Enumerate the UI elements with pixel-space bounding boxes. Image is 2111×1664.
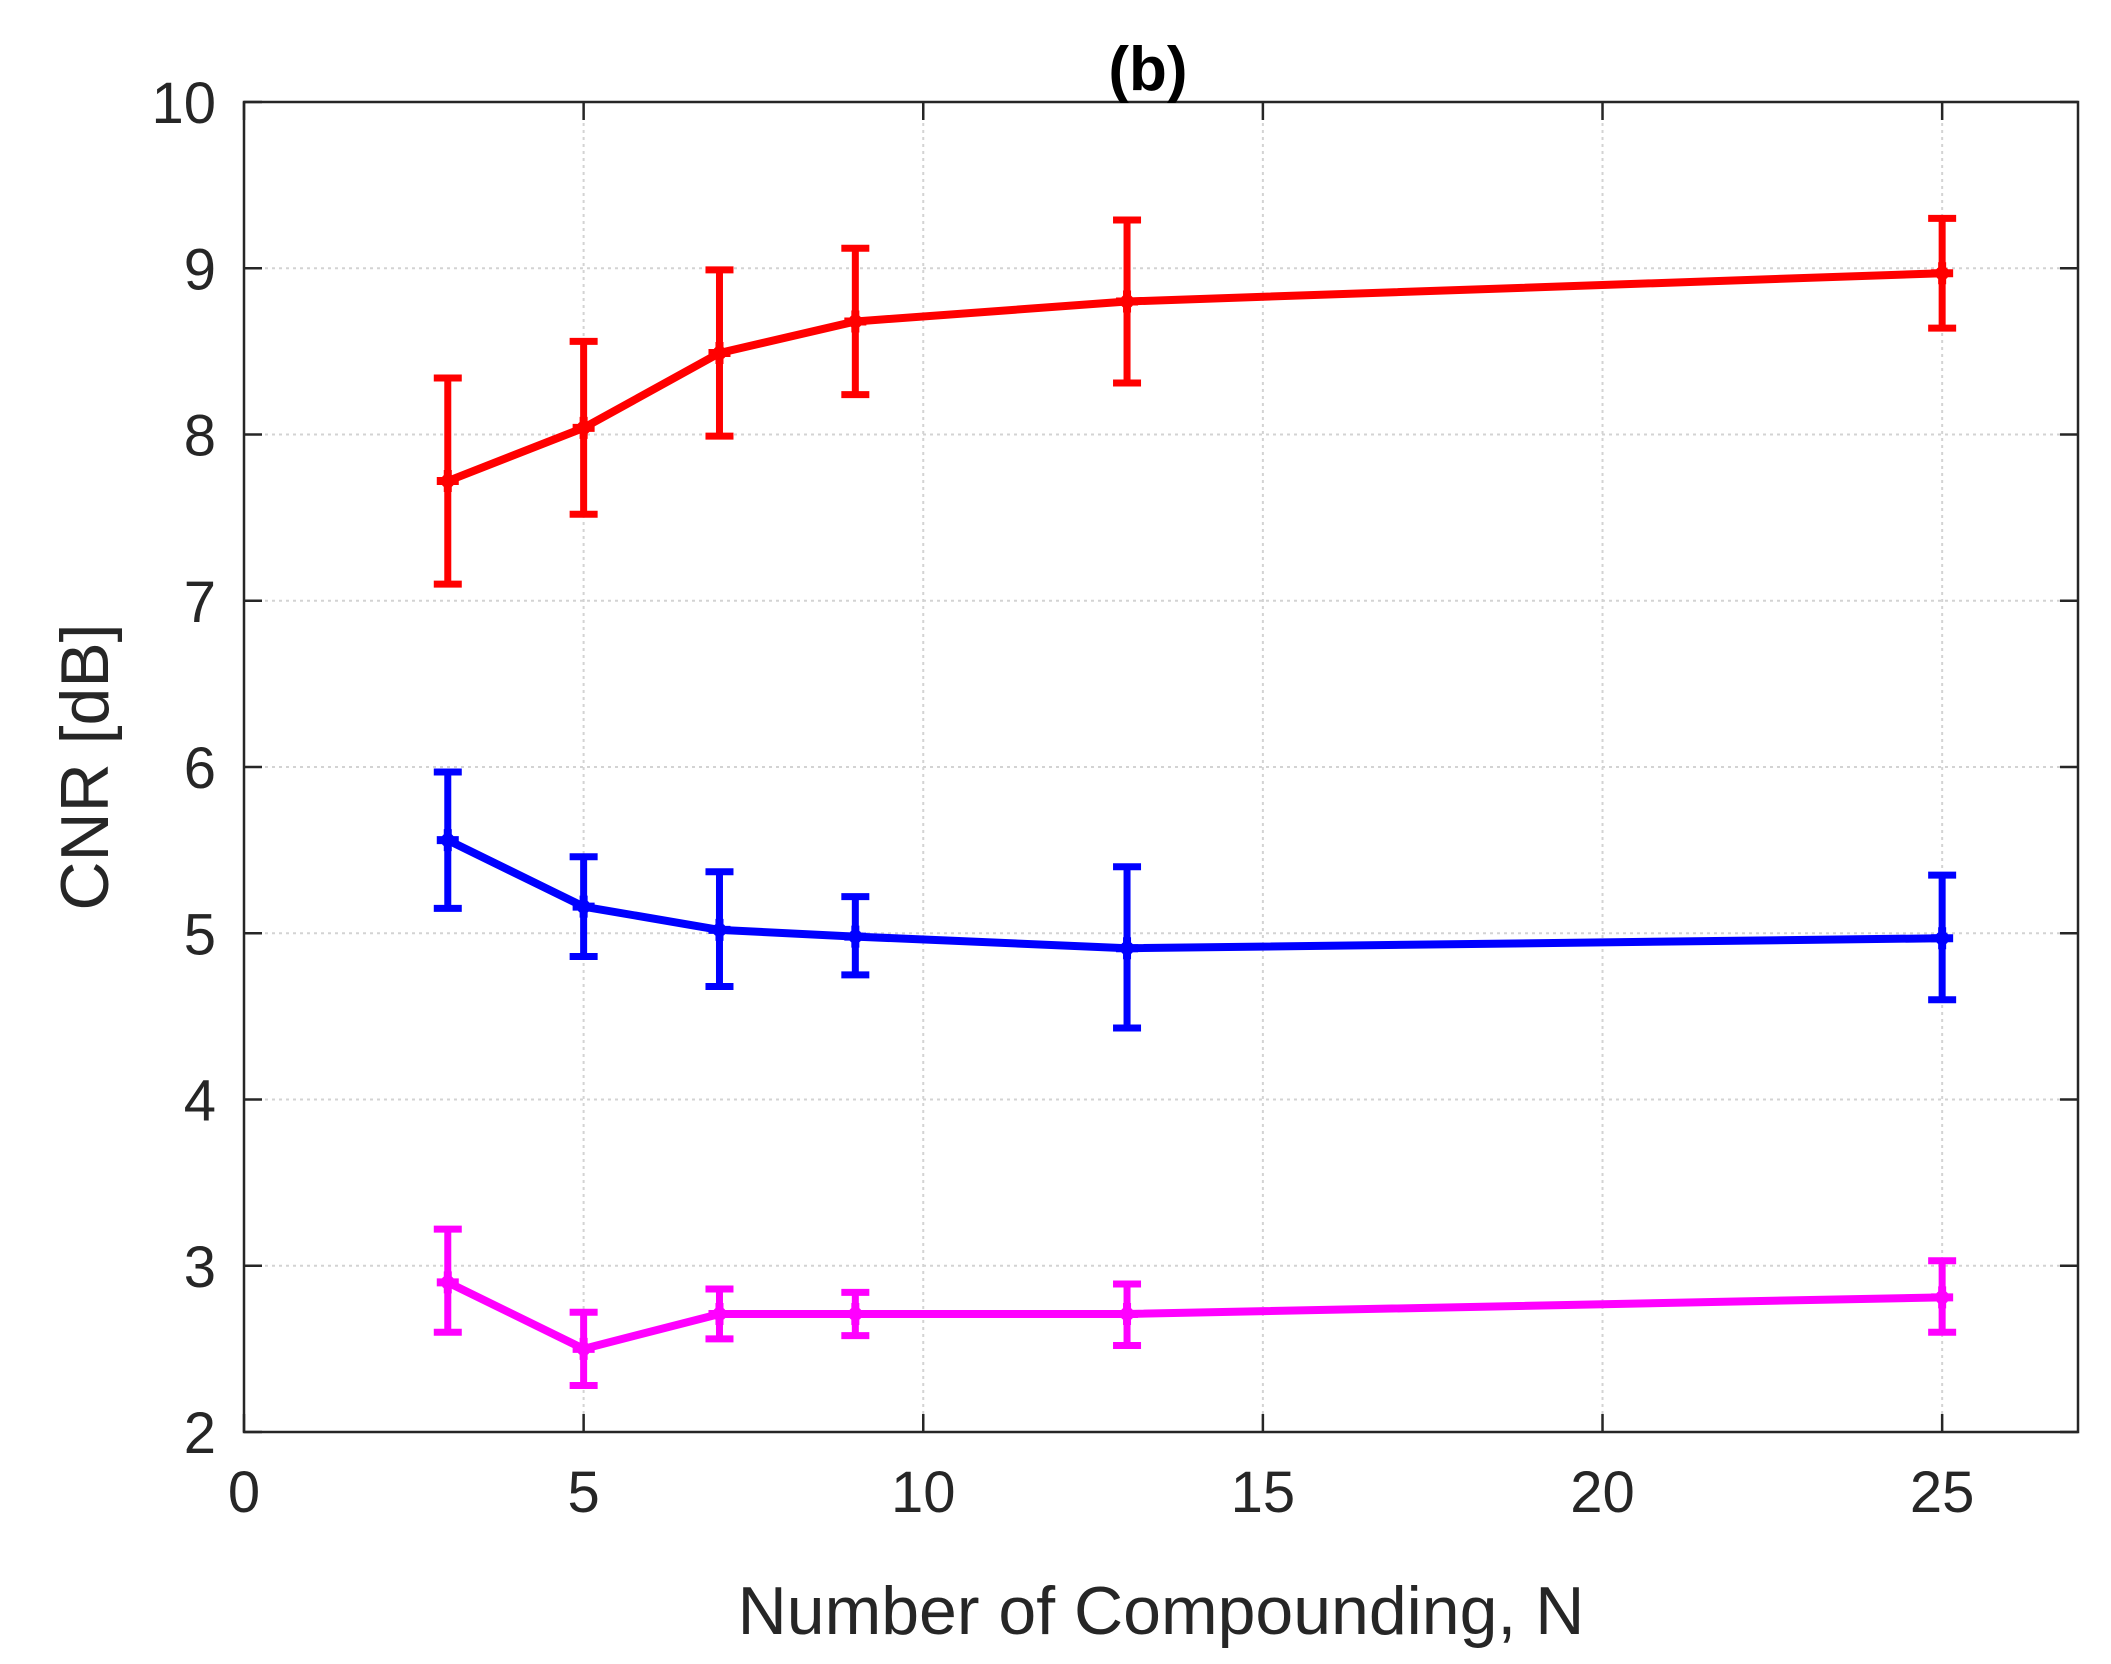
- data-point-marker: [712, 922, 727, 937]
- y-tick-label: 3: [184, 1235, 216, 1300]
- y-tick-label: 10: [151, 71, 216, 136]
- data-point-marker: [712, 346, 727, 361]
- data-point-marker: [848, 1306, 863, 1321]
- chart-title: (b): [1108, 35, 1187, 104]
- x-tick-label: 5: [567, 1460, 599, 1525]
- data-point-marker: [712, 1306, 727, 1321]
- series-line-red: [443, 269, 1947, 486]
- x-axis-label: Number of Compounding, N: [738, 1573, 1585, 1649]
- data-point-marker: [440, 1275, 455, 1290]
- x-tick-label: 25: [1910, 1460, 1975, 1525]
- data-point-marker: [576, 420, 591, 435]
- data-point-marker: [848, 929, 863, 944]
- y-axis-label: CNR [dB]: [47, 623, 123, 910]
- y-tick-label: 6: [184, 736, 216, 801]
- x-tick-label: 20: [1570, 1460, 1635, 1525]
- y-tick-label: 8: [184, 404, 216, 469]
- y-tick-label: 2: [184, 1401, 216, 1466]
- data-point-marker: [1120, 941, 1135, 956]
- data-point-marker: [848, 314, 863, 329]
- data-point-marker: [440, 833, 455, 848]
- data-point-marker: [1120, 294, 1135, 309]
- data-point-marker: [1935, 266, 1950, 281]
- data-point-marker: [576, 1341, 591, 1356]
- y-tick-label: 5: [184, 902, 216, 967]
- data-point-marker: [1935, 931, 1950, 946]
- data-point-marker: [1935, 1290, 1950, 1305]
- x-tick-label: 10: [891, 1460, 956, 1525]
- series-line-blue: [443, 836, 1947, 953]
- x-tick-label: 15: [1231, 1460, 1296, 1525]
- series-line-magenta: [443, 1278, 1947, 1353]
- data-point-marker: [1120, 1306, 1135, 1321]
- grid: [244, 102, 2078, 1432]
- series-magenta: [433, 1225, 1957, 1389]
- y-tick-label: 4: [184, 1069, 216, 1134]
- x-tick-label: 0: [228, 1460, 260, 1525]
- series-blue: [433, 768, 1957, 1032]
- series-layer: [433, 214, 1957, 1389]
- series-red: [433, 214, 1957, 588]
- y-tick-label: 9: [184, 237, 216, 302]
- ticks: 0 5 10 15 20 25 2 3 4 5 6 7 8 9 10: [151, 71, 2078, 1525]
- data-point-marker: [440, 474, 455, 489]
- data-point-marker: [576, 899, 591, 914]
- y-tick-label: 7: [184, 570, 216, 635]
